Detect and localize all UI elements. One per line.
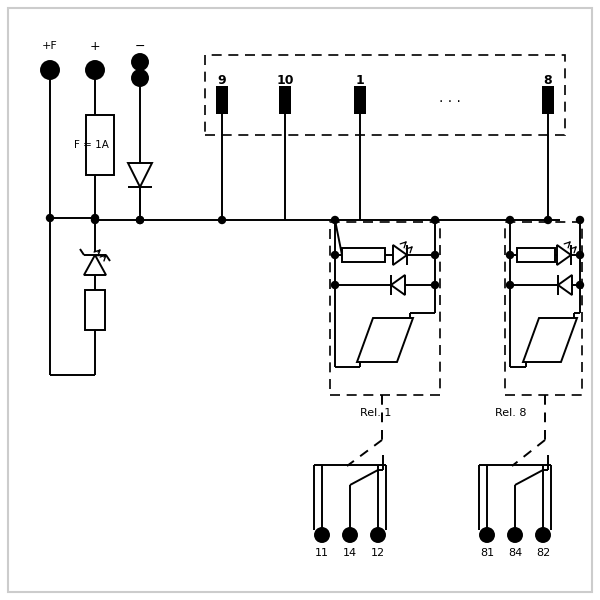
Circle shape — [91, 217, 98, 223]
Polygon shape — [391, 275, 405, 295]
Text: F = 1A: F = 1A — [74, 140, 109, 150]
Bar — [279, 86, 291, 114]
Circle shape — [371, 528, 385, 542]
Polygon shape — [523, 318, 577, 362]
Bar — [354, 86, 366, 114]
Circle shape — [47, 214, 53, 221]
Circle shape — [41, 61, 59, 79]
Circle shape — [506, 251, 514, 259]
Bar — [342, 248, 385, 262]
Polygon shape — [84, 255, 106, 275]
Circle shape — [331, 251, 338, 259]
Polygon shape — [357, 318, 413, 362]
Bar — [205, 55, 565, 135]
Text: 12: 12 — [371, 548, 385, 558]
Circle shape — [431, 251, 439, 259]
Text: . . .: . . . — [439, 91, 461, 105]
Text: 84: 84 — [508, 548, 522, 558]
Bar — [86, 115, 114, 175]
Circle shape — [506, 281, 514, 289]
Circle shape — [480, 528, 494, 542]
Polygon shape — [557, 245, 571, 265]
Polygon shape — [558, 275, 572, 295]
Bar — [216, 86, 228, 114]
Bar — [517, 248, 555, 262]
Text: +F: +F — [42, 41, 58, 51]
Text: Rel. 1: Rel. 1 — [360, 408, 391, 418]
Text: 81: 81 — [480, 548, 494, 558]
Circle shape — [343, 528, 357, 542]
Circle shape — [137, 217, 143, 223]
Text: 11: 11 — [315, 548, 329, 558]
Circle shape — [91, 214, 98, 221]
Circle shape — [506, 217, 514, 223]
Text: 82: 82 — [536, 548, 550, 558]
Circle shape — [545, 217, 551, 223]
Circle shape — [218, 217, 226, 223]
Circle shape — [577, 251, 583, 259]
Polygon shape — [393, 245, 407, 265]
Text: 10: 10 — [276, 73, 294, 86]
Circle shape — [137, 217, 143, 223]
Circle shape — [86, 61, 104, 79]
Circle shape — [536, 528, 550, 542]
Text: Rel. 8: Rel. 8 — [495, 408, 527, 418]
Text: 8: 8 — [544, 73, 553, 86]
Text: 1: 1 — [356, 73, 364, 86]
Bar — [85, 290, 105, 330]
Circle shape — [132, 54, 148, 70]
Bar — [330, 222, 440, 395]
Circle shape — [331, 281, 338, 289]
Text: 9: 9 — [218, 73, 226, 86]
Bar — [505, 222, 582, 395]
Circle shape — [508, 528, 522, 542]
Text: 14: 14 — [343, 548, 357, 558]
Circle shape — [577, 217, 583, 223]
Polygon shape — [128, 163, 152, 187]
Circle shape — [132, 70, 148, 86]
Circle shape — [431, 281, 439, 289]
Text: −: − — [135, 40, 145, 52]
Circle shape — [315, 528, 329, 542]
Circle shape — [431, 217, 439, 223]
Circle shape — [331, 217, 338, 223]
Text: +: + — [89, 40, 100, 52]
Bar — [542, 86, 554, 114]
Circle shape — [577, 281, 583, 289]
